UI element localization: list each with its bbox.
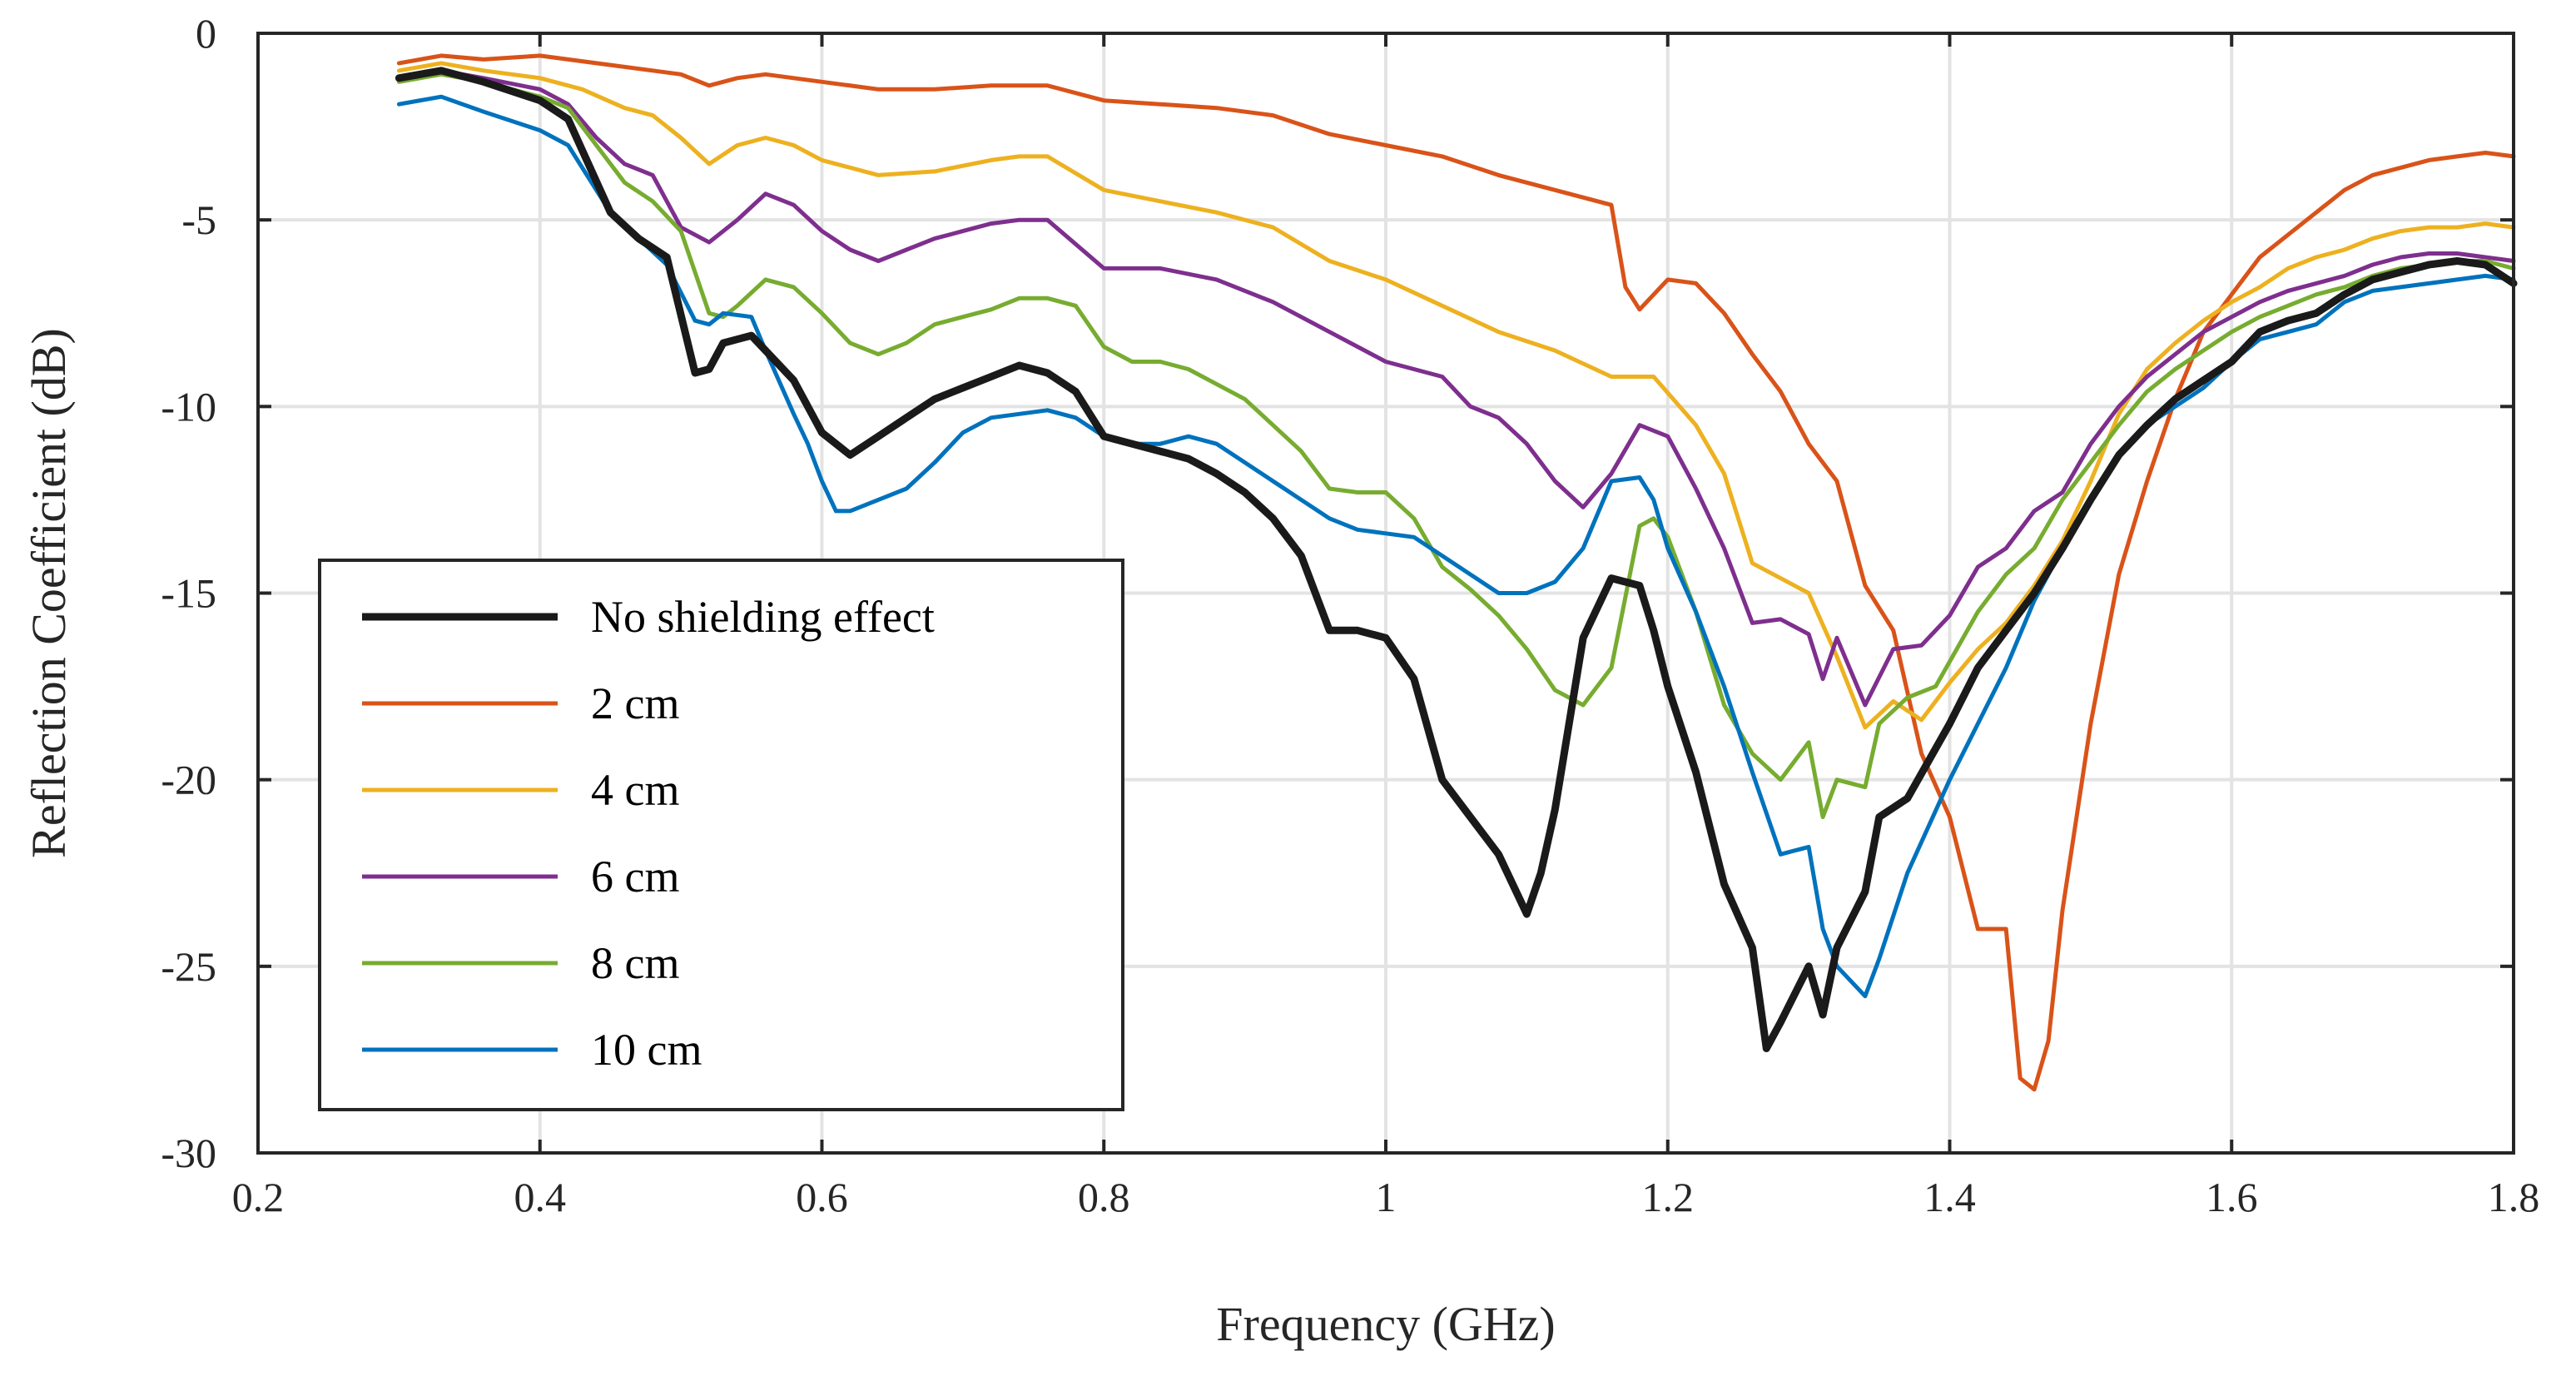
y-tick-label: -5 [181,196,216,243]
x-tick-label: 0.8 [1078,1174,1130,1220]
x-tick-labels: 0.2 0.4 0.6 0.8 1 1.2 1.4 1.6 1.8 [232,1174,2540,1220]
x-axis-title: Frequency (GHz) [1216,1297,1555,1351]
y-tick-label: -10 [161,383,216,430]
series-layer [395,53,2518,1092]
legend-label: 6 cm [591,852,679,902]
axis-ticks [256,32,2515,1155]
legend-label: No shielding effect [591,592,935,642]
x-tick-label: 1.6 [2206,1174,2258,1220]
y-tick-label: 0 [196,10,216,57]
y-tick-label: -20 [161,757,216,803]
x-tick-label: 1.8 [2488,1174,2540,1220]
legend-label: 10 cm [591,1025,702,1075]
y-tick-label: -15 [161,570,216,617]
legend: No shielding effect 2 cm 4 cm 6 cm 8 cm 10 cm [318,559,1124,1111]
series-line-no-shielding [395,67,2518,1052]
x-tick-label: 1 [1376,1174,1397,1220]
x-tick-label: 1.4 [1923,1174,1976,1220]
x-tick-label: 0.2 [232,1174,285,1220]
y-tick-labels: 0 -5 -10 -15 -20 -25 -30 [161,10,216,1176]
y-tick-label: -30 [161,1130,216,1176]
series-line-2-cm [396,53,2516,1092]
series-line-8-cm [396,72,2516,819]
x-tick-label: 0.4 [514,1174,567,1220]
y-axis-title: Reflection Coefficient (dB) [22,328,76,858]
series-line-4-cm [396,61,2516,730]
x-tick-label: 0.6 [796,1174,848,1220]
legend-label: 4 cm [591,765,679,815]
legend-label: 2 cm [591,678,679,728]
legend-label: 8 cm [591,938,679,988]
series-line-6-cm [396,68,2516,708]
x-tick-label: 1.2 [1642,1174,1695,1220]
legend-box [318,559,1124,1111]
y-tick-label: -25 [161,943,216,990]
